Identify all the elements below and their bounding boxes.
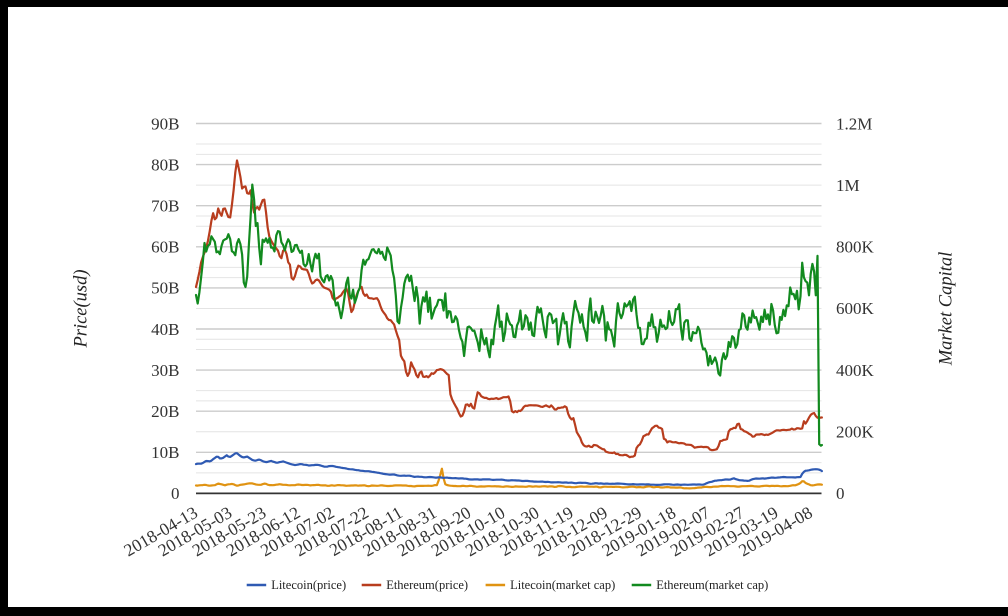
svg-text:400K: 400K [836,361,875,380]
svg-text:600K: 600K [836,299,875,318]
svg-text:Price(usd): Price(usd) [72,269,92,348]
svg-text:0: 0 [836,484,845,503]
svg-text:80B: 80B [151,155,179,174]
svg-text:20B: 20B [151,402,179,421]
svg-text:40B: 40B [151,320,179,339]
svg-text:Litecoin(market cap): Litecoin(market cap) [510,578,615,592]
svg-text:1.2M: 1.2M [836,114,872,133]
svg-text:Litecoin(price): Litecoin(price) [271,578,346,592]
svg-text:Market Capital: Market Capital [937,252,957,367]
svg-text:60B: 60B [151,238,179,257]
svg-text:1M: 1M [836,176,860,195]
svg-text:200K: 200K [836,423,875,442]
svg-text:10B: 10B [151,443,179,462]
svg-text:800K: 800K [836,238,875,257]
svg-text:30B: 30B [151,361,179,380]
svg-text:90B: 90B [151,114,179,133]
svg-text:70B: 70B [151,197,179,216]
svg-text:Ethereum(market cap): Ethereum(market cap) [656,578,768,592]
svg-text:0: 0 [171,484,180,503]
svg-text:Ethereum(price): Ethereum(price) [386,578,468,592]
svg-text:50B: 50B [151,279,179,298]
